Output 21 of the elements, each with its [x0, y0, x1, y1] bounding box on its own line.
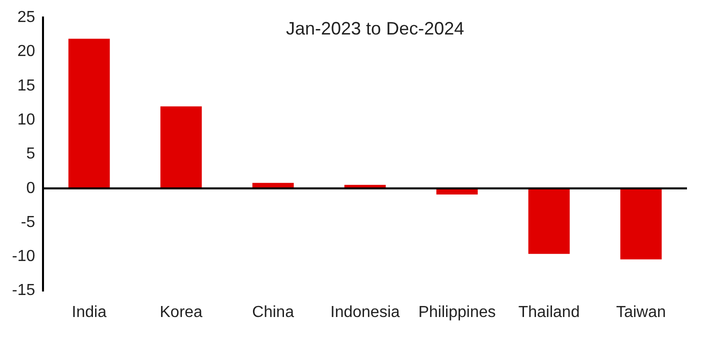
x-tick-label: Thailand — [518, 304, 580, 321]
x-tick-label: China — [252, 304, 294, 321]
bar — [528, 188, 570, 254]
x-tick-label: India — [72, 304, 107, 321]
y-tick-label: 5 — [26, 146, 36, 163]
chart-title: Jan-2023 to Dec-2024 — [286, 18, 464, 39]
y-tick-label: 10 — [17, 111, 36, 128]
bar — [160, 106, 202, 188]
y-tick-label: -5 — [20, 214, 36, 231]
y-tick-label: 25 — [17, 9, 36, 26]
y-tick-label: -15 — [12, 282, 36, 300]
y-tick-label: 20 — [17, 43, 36, 60]
x-tick-label: Taiwan — [616, 304, 666, 321]
x-tick-label: Korea — [160, 304, 203, 321]
bar — [620, 188, 662, 260]
x-tick-label: Indonesia — [330, 304, 400, 321]
y-tick-label: -10 — [12, 248, 36, 266]
y-tick-label: 0 — [26, 180, 36, 197]
x-tick-label: Philippines — [418, 304, 496, 321]
y-tick-label: 15 — [17, 77, 36, 94]
bar — [68, 38, 110, 188]
